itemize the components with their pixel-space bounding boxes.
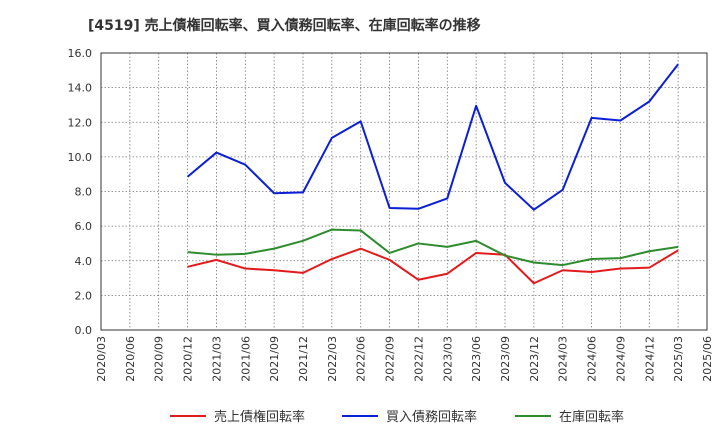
x-tick-label: 2021/03 bbox=[210, 336, 223, 382]
x-tick-label: 2022/09 bbox=[384, 336, 397, 382]
x-tick-label: 2020/06 bbox=[124, 336, 137, 382]
x-tick-label: 2024/09 bbox=[614, 336, 627, 382]
chart-title: [4519] 売上債権回転率、買入債務回転率、在庫回転率の推移 bbox=[88, 17, 481, 34]
x-tick-label: 2021/12 bbox=[297, 336, 310, 382]
grid bbox=[101, 53, 707, 330]
x-tick-label: 2020/03 bbox=[95, 336, 108, 382]
x-tick-label: 2022/03 bbox=[326, 336, 339, 382]
y-tick-label: 8.0 bbox=[75, 186, 93, 199]
x-tick-label: 2023/09 bbox=[499, 336, 512, 382]
y-tick-label: 0.0 bbox=[75, 324, 93, 337]
x-tick-label: 2023/12 bbox=[528, 336, 541, 382]
y-tick-label: 10.0 bbox=[68, 151, 93, 164]
x-axis: 2020/03 2020/06 2020/09 2020/12 2021/03 2021/… bbox=[95, 336, 714, 382]
y-tick-label: 12.0 bbox=[68, 116, 93, 129]
legend-label: 売上債権回転率 bbox=[214, 409, 305, 425]
legend-label: 買入債務回転率 bbox=[386, 409, 477, 425]
x-tick-label: 2020/09 bbox=[153, 336, 166, 382]
series-line-売上債権回転率 bbox=[187, 247, 679, 285]
x-tick-label: 2022/06 bbox=[355, 336, 368, 382]
y-tick-label: 2.0 bbox=[75, 289, 93, 302]
x-tick-label: 2025/06 bbox=[701, 336, 714, 382]
series-line-在庫回転率 bbox=[187, 228, 679, 267]
x-tick-label: 2025/03 bbox=[672, 336, 685, 382]
y-tick-label: 4.0 bbox=[75, 255, 93, 268]
x-tick-label: 2024/03 bbox=[557, 336, 570, 382]
y-tick-label: 6.0 bbox=[75, 220, 93, 233]
x-tick-label: 2021/06 bbox=[239, 336, 252, 382]
plot-area-frame bbox=[100, 52, 708, 331]
x-tick-label: 2024/06 bbox=[586, 336, 599, 382]
x-tick-label: 2023/03 bbox=[441, 336, 454, 382]
series-line-買入債務回転率 bbox=[186, 63, 679, 211]
y-axis: 0.0 2.0 4.0 6.0 8.0 10.0 12.0 14.0 16.0 bbox=[68, 47, 93, 337]
legend: 売上債権回転率 買入債務回転率 在庫回転率 bbox=[170, 409, 624, 425]
x-tick-label: 2024/12 bbox=[643, 336, 656, 382]
x-tick-label: 2020/12 bbox=[182, 336, 195, 382]
x-tick-label: 2022/12 bbox=[412, 336, 425, 382]
legend-label: 在庫回転率 bbox=[559, 409, 624, 425]
series-lines bbox=[186, 63, 679, 285]
x-tick-label: 2023/06 bbox=[470, 336, 483, 382]
y-tick-label: 14.0 bbox=[68, 82, 93, 95]
x-tick-label: 2021/09 bbox=[268, 336, 281, 382]
y-tick-label: 16.0 bbox=[68, 47, 93, 60]
